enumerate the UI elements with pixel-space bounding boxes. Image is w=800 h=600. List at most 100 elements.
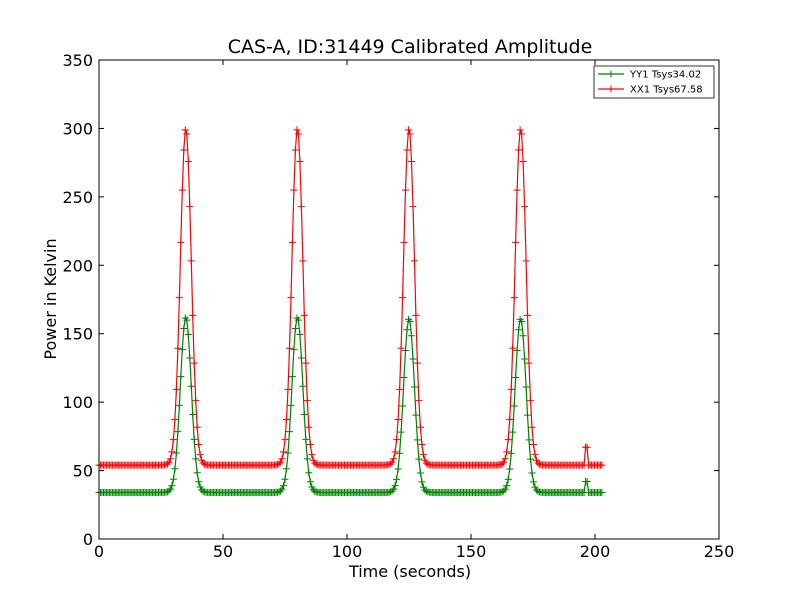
series-marker: [293, 126, 301, 134]
series-marker: [201, 460, 209, 468]
series-marker: [296, 157, 304, 165]
series-marker: [193, 469, 201, 477]
series-marker: [196, 483, 204, 491]
series-marker: [394, 416, 402, 424]
series-marker: [305, 469, 313, 477]
y-tick-label: 250: [62, 188, 93, 207]
series-marker: [598, 461, 606, 469]
y-tick-label: 300: [62, 119, 93, 138]
series-marker: [413, 359, 421, 367]
series-marker: [507, 449, 515, 457]
series-0: [95, 314, 606, 496]
series-marker: [300, 411, 308, 419]
series-marker: [402, 347, 410, 355]
series-marker: [525, 436, 533, 444]
series-marker: [510, 294, 518, 302]
series-marker: [393, 475, 401, 483]
series-marker: [410, 257, 418, 265]
plot-series: [95, 126, 606, 496]
series-marker: [509, 344, 517, 352]
series-marker: [168, 448, 176, 456]
series-marker: [583, 478, 591, 486]
series-marker: [278, 485, 286, 493]
series-marker: [390, 485, 398, 493]
series-marker: [190, 359, 198, 367]
series-marker: [529, 478, 537, 486]
series-marker: [403, 326, 411, 334]
legend-label: XX1 Tsys67.58: [630, 85, 703, 96]
series-marker: [416, 469, 424, 477]
series-marker: [512, 373, 520, 381]
series-marker: [175, 401, 183, 409]
series-marker: [419, 483, 427, 491]
series-marker: [165, 487, 173, 495]
series-marker: [521, 355, 529, 363]
series-marker: [515, 326, 523, 334]
x-axis: 0 50 100 150 200 250: [94, 60, 734, 561]
series-marker: [400, 373, 408, 381]
series-marker: [513, 347, 521, 355]
series-marker: [387, 460, 395, 468]
series-marker: [396, 449, 404, 457]
series-marker: [285, 344, 293, 352]
series-marker: [291, 324, 299, 332]
series-marker: [522, 257, 530, 265]
series-marker: [515, 146, 523, 154]
series-marker: [294, 316, 302, 324]
series-marker: [518, 130, 526, 138]
plot-frame: [98, 59, 720, 540]
series-marker: [402, 186, 410, 194]
series-marker: [516, 126, 524, 134]
series-marker: [184, 157, 192, 165]
series-marker: [294, 130, 302, 138]
series-marker: [498, 460, 506, 468]
series-1: [95, 126, 606, 469]
series-marker: [174, 428, 182, 436]
series-marker: [187, 257, 195, 265]
series-marker: [413, 436, 421, 444]
series-marker: [528, 469, 536, 477]
y-tick-label: 200: [62, 256, 93, 275]
series-marker: [192, 397, 200, 405]
series-marker: [393, 436, 401, 444]
series-marker: [181, 126, 189, 134]
series-marker: [503, 448, 511, 456]
series-marker: [397, 344, 405, 352]
series-marker: [418, 440, 426, 448]
series-marker: [312, 460, 320, 468]
series-marker: [522, 383, 530, 391]
series-marker: [308, 451, 316, 459]
y-tick-label: 150: [62, 325, 93, 344]
x-axis-title: Time (seconds): [348, 562, 471, 581]
series-marker: [291, 146, 299, 154]
series-marker: [287, 294, 295, 302]
series-marker: [175, 294, 183, 302]
series-marker: [531, 451, 539, 459]
series-marker: [500, 458, 508, 466]
y-tick-label: 350: [62, 51, 93, 70]
series-marker: [180, 324, 188, 332]
series-marker: [168, 482, 176, 490]
series-marker: [509, 428, 517, 436]
series-marker: [186, 203, 194, 211]
series-marker: [388, 487, 396, 495]
series-marker: [284, 385, 292, 393]
series-marker: [183, 130, 191, 138]
series-marker: [519, 157, 527, 165]
series-marker: [524, 411, 532, 419]
series-marker: [290, 186, 298, 194]
series-marker: [277, 458, 285, 466]
series-marker: [412, 311, 420, 319]
series-marker: [288, 373, 296, 381]
series-marker: [192, 455, 200, 463]
series-marker: [163, 460, 171, 468]
series-marker: [169, 436, 177, 444]
series-marker: [190, 435, 198, 443]
legend: YY1 Tsys34.02 XX1 Tsys67.58: [593, 65, 715, 99]
series-marker: [410, 383, 418, 391]
series-marker: [406, 318, 414, 326]
series-marker: [184, 330, 192, 338]
series-marker: [169, 475, 177, 483]
series-marker: [303, 397, 311, 405]
series-marker: [396, 385, 404, 393]
